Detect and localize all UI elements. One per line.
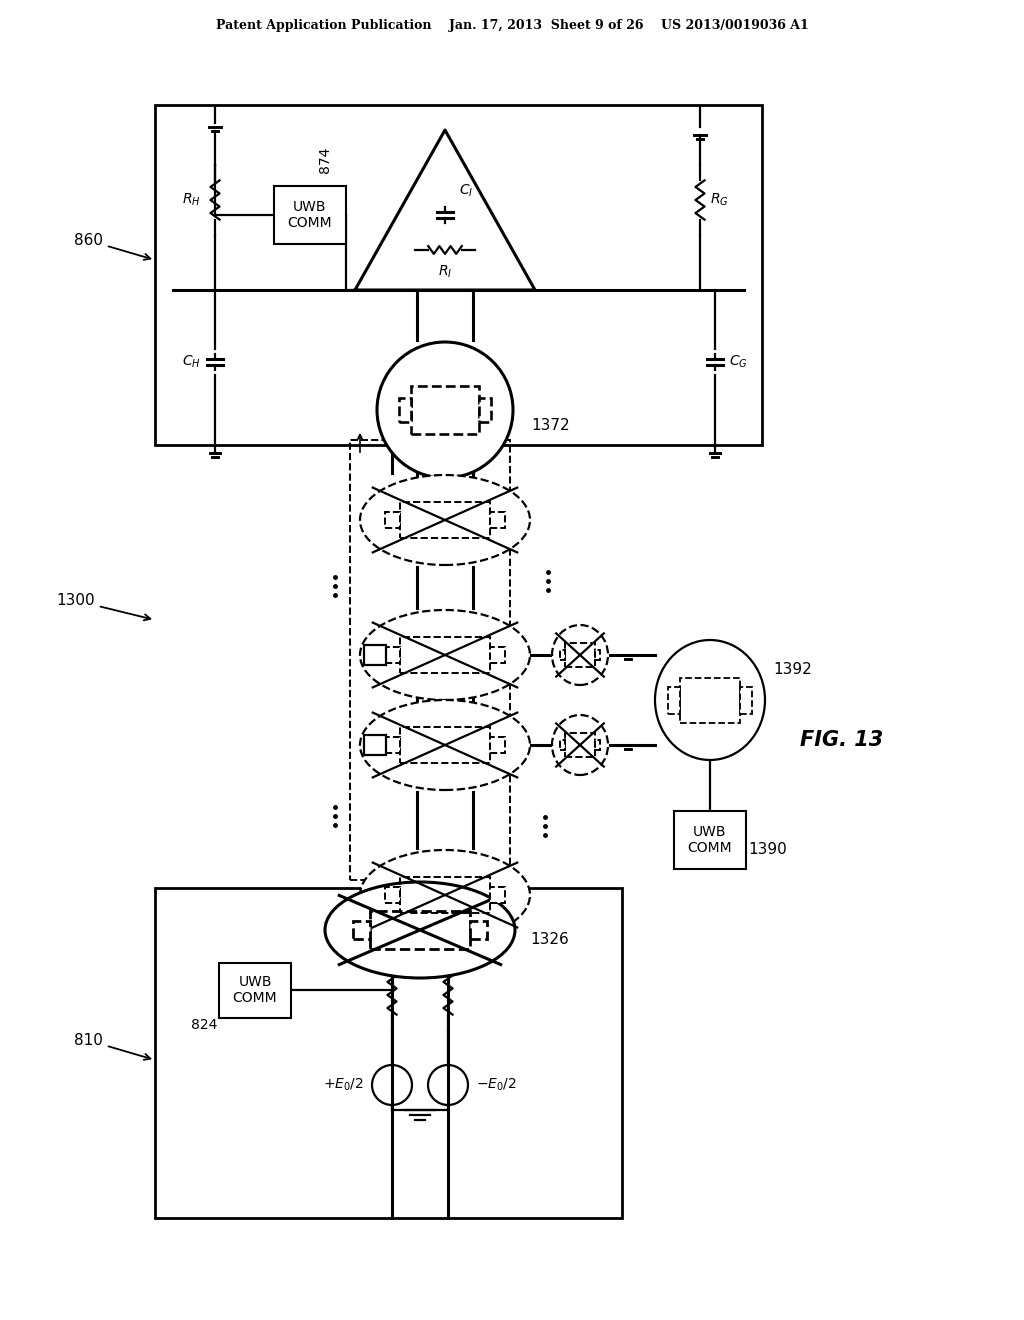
FancyBboxPatch shape [385, 647, 400, 663]
FancyBboxPatch shape [155, 888, 622, 1218]
Text: $R_H$: $R_H$ [182, 191, 201, 209]
FancyBboxPatch shape [470, 921, 487, 939]
FancyBboxPatch shape [489, 887, 505, 903]
Circle shape [377, 342, 513, 478]
FancyBboxPatch shape [411, 387, 479, 434]
Text: FIG. 13: FIG. 13 [800, 730, 884, 750]
Ellipse shape [325, 882, 515, 978]
Text: 1372: 1372 [531, 417, 569, 433]
FancyBboxPatch shape [740, 686, 753, 714]
Text: 1390: 1390 [748, 842, 786, 858]
Text: $R_G$: $R_G$ [710, 191, 729, 209]
FancyBboxPatch shape [680, 677, 740, 722]
Text: 824: 824 [190, 1018, 217, 1032]
Text: 1300: 1300 [56, 593, 151, 620]
FancyBboxPatch shape [595, 649, 600, 660]
Ellipse shape [552, 624, 608, 685]
FancyBboxPatch shape [489, 512, 505, 528]
Ellipse shape [360, 475, 530, 565]
FancyBboxPatch shape [398, 399, 411, 422]
FancyBboxPatch shape [385, 887, 400, 903]
Text: UWB
COMM: UWB COMM [232, 975, 278, 1005]
FancyBboxPatch shape [155, 106, 762, 445]
Ellipse shape [655, 640, 765, 760]
FancyBboxPatch shape [385, 737, 400, 754]
FancyBboxPatch shape [219, 962, 291, 1018]
Text: 860: 860 [74, 234, 151, 260]
Text: $R_S/2$: $R_S/2$ [375, 939, 404, 954]
Text: $+E_0/2$: $+E_0/2$ [324, 1077, 364, 1093]
Text: UWB
COMM: UWB COMM [288, 199, 333, 230]
FancyBboxPatch shape [364, 645, 386, 665]
Ellipse shape [552, 715, 608, 775]
Ellipse shape [360, 700, 530, 789]
Text: $C_H$: $C_H$ [182, 354, 201, 370]
FancyBboxPatch shape [560, 739, 565, 750]
FancyBboxPatch shape [385, 512, 400, 528]
FancyBboxPatch shape [560, 649, 565, 660]
FancyBboxPatch shape [489, 737, 505, 754]
FancyBboxPatch shape [674, 810, 746, 869]
Text: Patent Application Publication    Jan. 17, 2013  Sheet 9 of 26    US 2013/001903: Patent Application Publication Jan. 17, … [216, 18, 808, 32]
Text: $C_I$: $C_I$ [459, 182, 473, 199]
Text: $-E_0/2$: $-E_0/2$ [476, 1077, 516, 1093]
Ellipse shape [360, 850, 530, 940]
Text: UWB
COMM: UWB COMM [688, 825, 732, 855]
Text: 1326: 1326 [530, 932, 568, 948]
Text: $C_G$: $C_G$ [729, 354, 748, 370]
Ellipse shape [360, 610, 530, 700]
FancyBboxPatch shape [595, 739, 600, 750]
FancyBboxPatch shape [364, 735, 386, 755]
Text: $R_I$: $R_I$ [438, 264, 453, 280]
Text: $R_S/2$: $R_S/2$ [431, 939, 461, 954]
FancyBboxPatch shape [479, 399, 492, 422]
Text: 874: 874 [318, 147, 332, 173]
Text: 810: 810 [74, 1034, 151, 1060]
FancyBboxPatch shape [274, 186, 346, 244]
FancyBboxPatch shape [668, 686, 680, 714]
Text: 1392: 1392 [773, 663, 812, 677]
FancyBboxPatch shape [489, 647, 505, 663]
FancyBboxPatch shape [353, 921, 370, 939]
